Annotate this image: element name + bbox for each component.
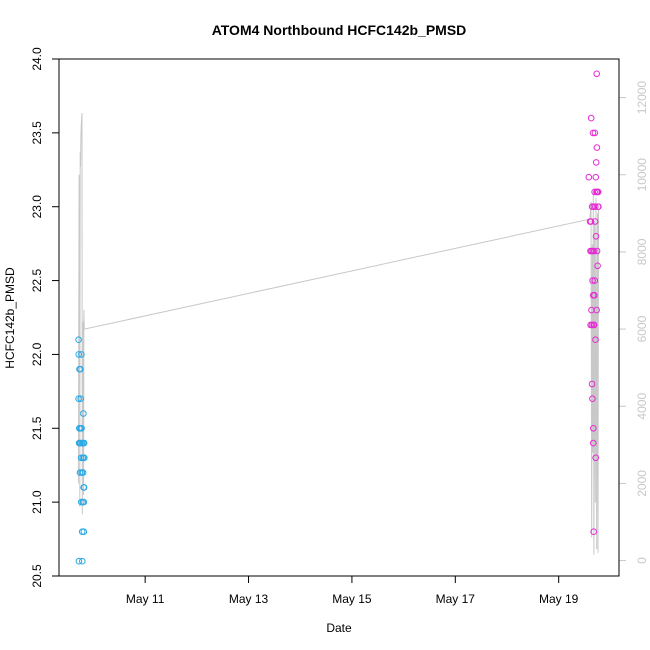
data-point — [75, 336, 82, 344]
data-point — [591, 129, 599, 137]
data-point — [594, 262, 601, 270]
data-point — [590, 439, 597, 447]
y-axis-label: HCFC142b_PMSD — [3, 267, 17, 369]
y-tick-label: 22.5 — [30, 269, 44, 293]
y2-tick-label: 10000 — [635, 158, 649, 192]
y-tick-label: 24.0 — [30, 47, 44, 71]
data-point — [594, 188, 602, 196]
data-point — [587, 218, 595, 225]
x-axis-label: Date — [326, 621, 352, 635]
y-tick-label: 23.0 — [30, 195, 44, 219]
data-point — [593, 70, 601, 78]
data-point — [590, 321, 598, 329]
data-point — [590, 528, 598, 536]
x-tick-label: May 15 — [332, 592, 372, 606]
data-point — [591, 292, 598, 299]
y-tick-label: 23.5 — [30, 121, 44, 145]
x-tick-label: May 11 — [126, 592, 165, 606]
data-point — [592, 173, 600, 181]
data-point — [591, 277, 599, 284]
data-point — [78, 351, 85, 358]
data-point — [591, 188, 598, 196]
y2-tick-label: 8000 — [635, 238, 649, 265]
data-point — [585, 173, 593, 181]
data-point — [79, 469, 87, 476]
data-point — [588, 380, 596, 388]
data-point — [592, 203, 599, 210]
data-point — [595, 203, 602, 210]
data-point — [593, 247, 601, 255]
plot-frame — [58, 58, 620, 577]
y-tick-label: 20.5 — [30, 564, 44, 588]
y-tick-label: 21.5 — [30, 416, 44, 440]
y2-tick-label: 6000 — [635, 315, 649, 342]
data-point — [590, 247, 598, 255]
y2-tick-label: 2000 — [635, 470, 649, 497]
data-point — [75, 395, 82, 403]
secondary-series-line — [77, 112, 599, 555]
data-point — [80, 528, 88, 536]
data-point — [593, 306, 600, 314]
data-point — [593, 144, 601, 151]
data-point — [587, 114, 595, 122]
data-point — [76, 469, 84, 476]
data-point — [592, 336, 599, 344]
data-point — [588, 306, 595, 314]
y2-tick-label: 0 — [635, 557, 649, 564]
data-point — [77, 365, 84, 373]
data-point — [79, 557, 86, 565]
x-tick-label: May 17 — [436, 592, 476, 606]
x-tick-label: May 13 — [229, 592, 269, 606]
data-point — [80, 439, 88, 447]
data-point — [590, 425, 597, 432]
data-point — [77, 395, 84, 403]
data-point — [589, 395, 596, 403]
data-point — [81, 454, 88, 462]
y-tick-label: 21.0 — [30, 490, 44, 514]
data-point — [80, 410, 87, 417]
data-point — [592, 159, 600, 166]
data-point — [592, 233, 600, 240]
data-point — [75, 557, 83, 565]
data-point — [78, 425, 85, 432]
data-point — [80, 484, 88, 491]
data-point — [589, 129, 597, 137]
data-point — [591, 218, 599, 225]
chart-title: ATOM4 Northbound HCFC142b_PMSD — [212, 22, 467, 38]
y2-tick-label: 12000 — [635, 81, 649, 115]
data-point — [592, 454, 600, 462]
x-tick-label: May 19 — [539, 592, 579, 606]
y2-tick-label: 4000 — [635, 393, 649, 420]
data-point — [75, 351, 82, 358]
y-tick-label: 22.0 — [30, 342, 44, 366]
data-point — [80, 498, 88, 506]
data-point — [589, 277, 596, 284]
